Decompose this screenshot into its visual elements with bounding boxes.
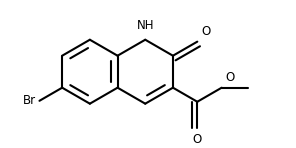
Text: O: O (193, 133, 202, 146)
Text: NH: NH (136, 19, 154, 32)
Text: O: O (201, 25, 210, 38)
Text: O: O (226, 71, 235, 84)
Text: Br: Br (22, 94, 36, 107)
